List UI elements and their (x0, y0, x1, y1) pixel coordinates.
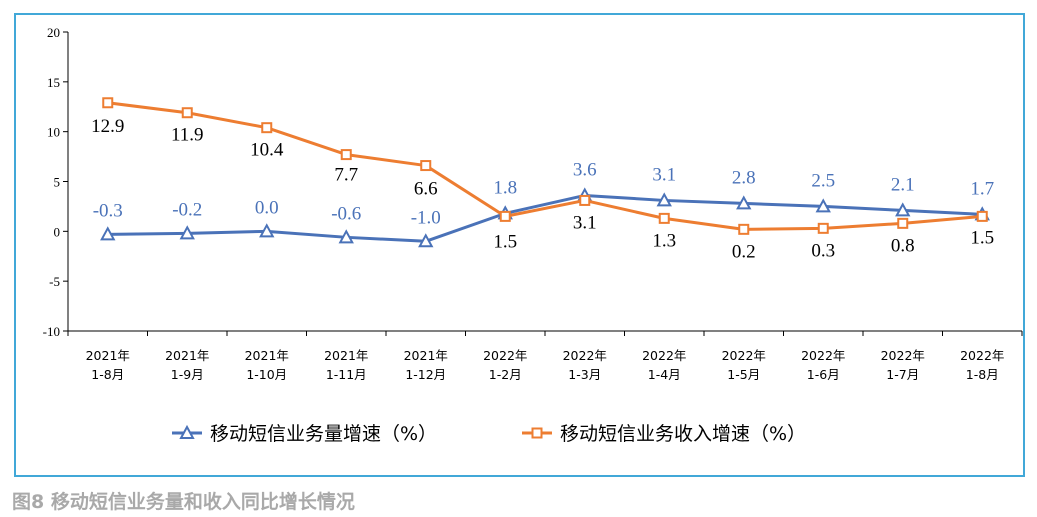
data-label: 3.6 (573, 159, 597, 180)
data-label: 1.3 (652, 230, 676, 251)
data-label: 0.0 (255, 197, 279, 218)
x-tick-label-period: 1-2月 (489, 367, 522, 382)
data-label: -0.6 (331, 203, 361, 224)
data-label: 3.1 (573, 212, 597, 233)
data-point-square (340, 149, 352, 161)
data-label: 0.8 (891, 235, 915, 256)
data-point-square (181, 107, 193, 119)
data-point-triangle (179, 225, 195, 240)
data-label: 1.5 (970, 227, 994, 248)
data-label: 7.7 (334, 165, 358, 186)
data-label: 10.4 (250, 140, 284, 161)
y-tick-label: 0 (54, 224, 61, 239)
data-point-square (261, 122, 273, 134)
data-label: 2.8 (732, 167, 756, 188)
data-point-square (420, 160, 432, 172)
data-label: -0.2 (172, 199, 202, 220)
x-tick-label-period: 1-9月 (171, 367, 204, 382)
data-label: 1.8 (493, 177, 517, 198)
data-point-square (976, 210, 988, 222)
data-label: 6.6 (414, 179, 438, 200)
data-label: 12.9 (91, 116, 124, 137)
x-tick-label-year: 2022年 (722, 348, 766, 363)
data-label: 0.2 (732, 241, 756, 262)
data-point-triangle (656, 192, 672, 207)
data-label: 1.7 (970, 178, 994, 199)
x-tick-label-period: 1-8月 (91, 367, 124, 382)
x-tick-label-year: 2021年 (165, 348, 209, 363)
series-line-1 (107, 193, 983, 243)
data-label: -0.3 (93, 200, 123, 221)
x-tick-label-period: 1-10月 (246, 367, 287, 382)
y-tick-label: 5 (54, 175, 61, 190)
data-point-triangle (338, 229, 354, 244)
chart-frame: 20 15 10 5 0 -5 -10 2021年 1-8月 2021年 1-9月 2021年 1-10… (14, 13, 1025, 477)
data-label: 2.5 (811, 170, 835, 191)
data-point-triangle (815, 198, 831, 213)
y-tick-label: -5 (49, 274, 60, 289)
x-tick-label-period: 1-7月 (886, 367, 919, 382)
y-tick-label: 20 (47, 25, 60, 40)
data-label: 11.9 (171, 125, 204, 146)
y-tick-label: 10 (47, 125, 60, 140)
x-tick-label-period: 1-3月 (568, 367, 601, 382)
x-tick-label-year: 2021年 (324, 348, 368, 363)
x-tick-label-year: 2021年 (404, 348, 448, 363)
data-point-triangle (259, 223, 275, 238)
data-point-square (817, 222, 829, 234)
data-point-square (738, 223, 750, 235)
series-line-2 (107, 101, 983, 231)
figure-caption: 图8 移动短信业务量和收入同比增长情况 (12, 491, 355, 513)
data-point-triangle (100, 226, 116, 241)
x-tick-label-year: 2022年 (563, 348, 607, 363)
data-point-triangle (418, 233, 434, 248)
line-chart: 20 15 10 5 0 -5 -10 2021年 1-8月 2021年 1-9月 2021年 1-10… (43, 25, 1023, 445)
x-tick-label-period: 1-8月 (966, 367, 999, 382)
data-point-square (102, 97, 114, 109)
data-point-triangle (736, 195, 752, 210)
legend-marker-triangle (179, 424, 195, 439)
legend-label: 移动短信业务量增速（%） (210, 423, 437, 445)
data-label: -1.0 (411, 207, 441, 228)
x-tick-label-year: 2021年 (86, 348, 130, 363)
legend-marker-square (531, 427, 543, 439)
data-point-triangle (895, 202, 911, 217)
x-tick-label-year: 2022年 (801, 348, 845, 363)
data-label: 0.3 (811, 240, 835, 261)
x-tick-label-period: 1-6月 (807, 367, 840, 382)
data-point-square (897, 217, 909, 229)
y-tick-label: -10 (43, 324, 60, 339)
data-label: 2.1 (891, 174, 915, 195)
legend-label: 移动短信业务收入增速（%） (560, 423, 806, 445)
x-tick-label-year: 2021年 (245, 348, 289, 363)
data-point-square (658, 212, 670, 224)
x-tick-label-year: 2022年 (960, 348, 1004, 363)
x-tick-label-period: 1-11月 (326, 367, 367, 382)
data-label: 3.1 (652, 164, 676, 185)
x-tick-label-period: 1-12月 (405, 367, 446, 382)
data-point-square (499, 210, 511, 222)
y-tick-label: 15 (47, 75, 60, 90)
data-label: 1.5 (493, 231, 517, 252)
data-point-square (579, 194, 591, 206)
x-tick-label-year: 2022年 (881, 348, 925, 363)
x-tick-label-period: 1-5月 (727, 367, 760, 382)
x-tick-label-year: 2022年 (483, 348, 527, 363)
x-tick-label-period: 1-4月 (648, 367, 681, 382)
x-tick-label-year: 2022年 (642, 348, 686, 363)
